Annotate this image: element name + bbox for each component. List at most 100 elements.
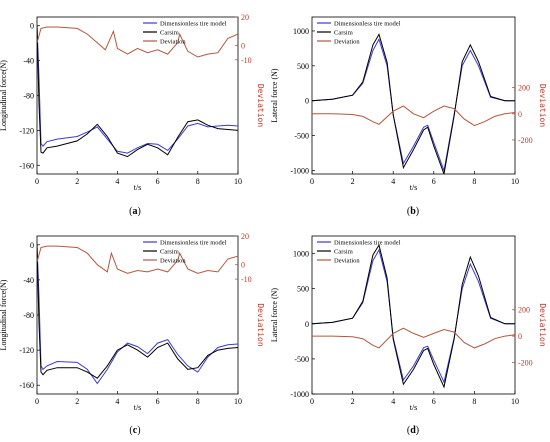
series-line-deviation [312, 105, 515, 127]
y-tick-label: -40 [23, 57, 34, 66]
series-line-dimensionless-tire-model [37, 25, 238, 154]
y-tick-label: 0 [30, 22, 34, 31]
x-tick-label: 10 [234, 177, 242, 186]
y-tick-label: -1000 [290, 390, 309, 399]
y-axis-label: Lateral force (N) [270, 68, 279, 123]
x-axis-label: t/s [410, 403, 418, 412]
y-tick-label: -120 [19, 346, 34, 355]
x-tick-label: 6 [156, 397, 160, 406]
plot-frame [36, 16, 239, 175]
y-right-tick-label: -10 [241, 56, 252, 65]
legend-entry: Deviation [160, 39, 186, 46]
legend-entry: Dimensionless tire model [160, 21, 227, 28]
panel-caption: (a) [129, 206, 141, 217]
y-right-tick-label: -200 [518, 136, 533, 145]
x-tick-label: 0 [310, 177, 314, 186]
y-axis-label: Longitudinal force(N) [0, 60, 8, 131]
y-tick-label: 0 [305, 97, 309, 106]
y-right-tick-label: -200 [518, 358, 533, 367]
chart-panel-4: 0 2 4 6 8 10 1000 500 0 -500 -1000 200 0 -200 Lateral … [270, 235, 547, 436]
y-right-tick-label: 20 [241, 232, 249, 241]
x-axis-label: t/s [134, 183, 142, 192]
x-tick-label: 10 [511, 177, 519, 186]
y-tick-label: -120 [19, 126, 34, 135]
series-line-dimensionless-tire-model [312, 248, 515, 384]
x-tick-label: 8 [196, 177, 200, 186]
y-right-axis-label: Deviation [538, 303, 547, 347]
y-right-axis-label: Deviation [538, 84, 547, 128]
x-tick-label: 6 [156, 177, 160, 186]
x-tick-label: 2 [75, 397, 79, 406]
x-tick-label: 8 [472, 177, 476, 186]
series-line-deviation [37, 245, 238, 274]
x-tick-label: 6 [432, 397, 436, 406]
legend-entry: Dimensionless tire model [334, 21, 401, 28]
x-tick-label: 6 [432, 177, 436, 186]
y-tick-label: -500 [294, 355, 309, 364]
legend-entry: Carsim [334, 249, 353, 256]
y-tick-label: 1000 [293, 250, 309, 259]
x-tick-label: 4 [391, 177, 395, 186]
series-line-carsim [312, 33, 515, 174]
y-tick-label: -160 [19, 381, 34, 390]
x-tick-label: 8 [196, 397, 200, 406]
y-tick-label: -40 [23, 276, 34, 285]
y-tick-label: 500 [297, 285, 309, 294]
x-tick-label: 2 [351, 397, 355, 406]
x-axis-label: t/s [410, 183, 418, 192]
legend-entry: Deviation [334, 258, 360, 265]
series-line-carsim [312, 243, 515, 389]
legend-entry: Deviation [334, 39, 360, 46]
y-right-tick-label: 20 [241, 13, 249, 22]
panel-caption: (d) [407, 425, 419, 436]
y-axis-label: Longitudinal force(N) [0, 279, 8, 350]
x-tick-label: 2 [351, 177, 355, 186]
legend-entry: Carsim [334, 30, 353, 37]
series-line-dimensionless-tire-model [37, 244, 238, 385]
chart-panel-1: 0 2 4 6 8 10 0 -40 -80 -120 -160 20 0 -10 Longitudinal… [0, 13, 265, 217]
y-tick-label: 1000 [293, 27, 309, 36]
series-line-dimensionless-tire-model [312, 38, 515, 173]
x-tick-label: 8 [472, 397, 476, 406]
x-tick-label: 0 [35, 177, 39, 186]
y-tick-label: -80 [23, 311, 34, 320]
panel-caption: (b) [407, 206, 419, 217]
legend-entry: Dimensionless tire model [334, 240, 401, 247]
legend-entry: Carsim [160, 30, 179, 37]
series-line-carsim [37, 25, 238, 158]
chart-panel-2: 0 2 4 6 8 10 1000 500 0 -500 -1000 200 0 -200 Lateral … [270, 16, 547, 217]
y-right-tick-label: 0 [518, 332, 522, 341]
panel-caption: (c) [129, 425, 140, 436]
legend-entry: Deviation [160, 258, 186, 265]
legend-entry: Dimensionless tire model [160, 240, 227, 247]
x-tick-label: 2 [75, 177, 79, 186]
y-tick-label: -500 [294, 132, 309, 141]
x-tick-label: 4 [115, 397, 119, 406]
y-right-axis-label: Deviation [256, 303, 265, 347]
series-line-deviation [312, 327, 515, 349]
y-right-tick-label: 0 [241, 42, 245, 51]
x-tick-label: 4 [391, 397, 395, 406]
plot-frame [311, 16, 516, 175]
y-right-tick-label: 200 [518, 84, 530, 93]
x-tick-label: 0 [35, 397, 39, 406]
y-right-tick-label: -10 [241, 275, 252, 284]
plot-frame [311, 235, 516, 395]
y-right-axis-label: Deviation [256, 84, 265, 128]
y-right-tick-label: 0 [241, 261, 245, 270]
x-tick-label: 10 [234, 397, 242, 406]
y-axis-label: Lateral force (N) [270, 288, 279, 343]
legend-entry: Carsim [160, 249, 179, 256]
chart-panel-3: 0 2 4 6 8 10 0 -40 -80 -120 -160 20 0 -10 Longitudinal… [0, 232, 265, 436]
y-tick-label: 0 [305, 320, 309, 329]
series-line-deviation [37, 26, 238, 58]
y-tick-label: -80 [23, 92, 34, 101]
y-tick-label: -160 [19, 161, 34, 170]
plot-frame [36, 235, 239, 395]
y-tick-label: -1000 [290, 167, 309, 176]
x-axis-label: t/s [134, 403, 142, 412]
y-tick-label: 500 [297, 62, 309, 71]
y-right-tick-label: 0 [518, 110, 522, 119]
x-tick-label: 0 [310, 397, 314, 406]
